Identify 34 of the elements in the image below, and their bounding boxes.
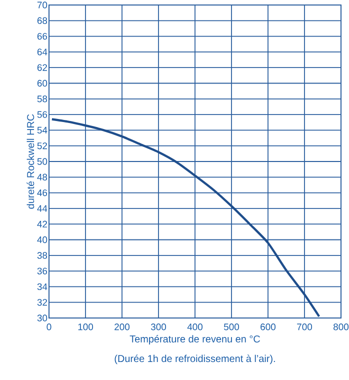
x-tick-label: 200 [114, 324, 130, 330]
y-tick-label: 56 [37, 111, 48, 118]
x-tick-label: 700 [297, 324, 312, 330]
y-tick-label: 64 [37, 48, 48, 56]
y-tick-label: 58 [37, 96, 48, 102]
y-tick-label: 62 [37, 64, 48, 71]
y-tick-label: 48 [37, 174, 48, 180]
y-tick-label: 34 [37, 283, 48, 290]
x-axis-title: Température de revenu en °C [130, 335, 260, 344]
y-tick-label: 36 [37, 268, 48, 274]
y-tick-label: 46 [37, 189, 48, 196]
line-series [50, 118, 320, 318]
x-tick-label: 400 [187, 324, 203, 330]
x-tick-label: 300 [150, 324, 166, 330]
y-tick-label: 30 [37, 314, 48, 322]
y-tick-label: 66 [37, 32, 48, 40]
y-tick-label: 52 [37, 142, 48, 150]
y-tick-label: 68 [37, 17, 48, 24]
y-tick-label: 40 [37, 236, 48, 244]
x-tick-label: 100 [78, 324, 94, 330]
x-tick-label: 600 [260, 324, 276, 330]
text: (Durée 1h de refroidissement à l’air). [114, 354, 275, 364]
y-tick-label: 38 [37, 252, 48, 259]
x-tick-label: 500 [224, 324, 240, 330]
y-tick-label: 44 [37, 205, 48, 212]
y-tick-label: 70 [37, 2, 48, 8]
x-tick-label: 0 [46, 324, 52, 330]
y-axis-title: dureté Rockwell HRC [26, 114, 34, 209]
y-tick-label: 50 [37, 158, 48, 165]
y-tick-label: 42 [37, 220, 48, 228]
y-tick-label: 32 [37, 299, 48, 306]
y-tick-label: 54 [37, 126, 48, 134]
x-tick-label: 800 [334, 324, 349, 330]
y-tick-label: 60 [37, 80, 48, 87]
